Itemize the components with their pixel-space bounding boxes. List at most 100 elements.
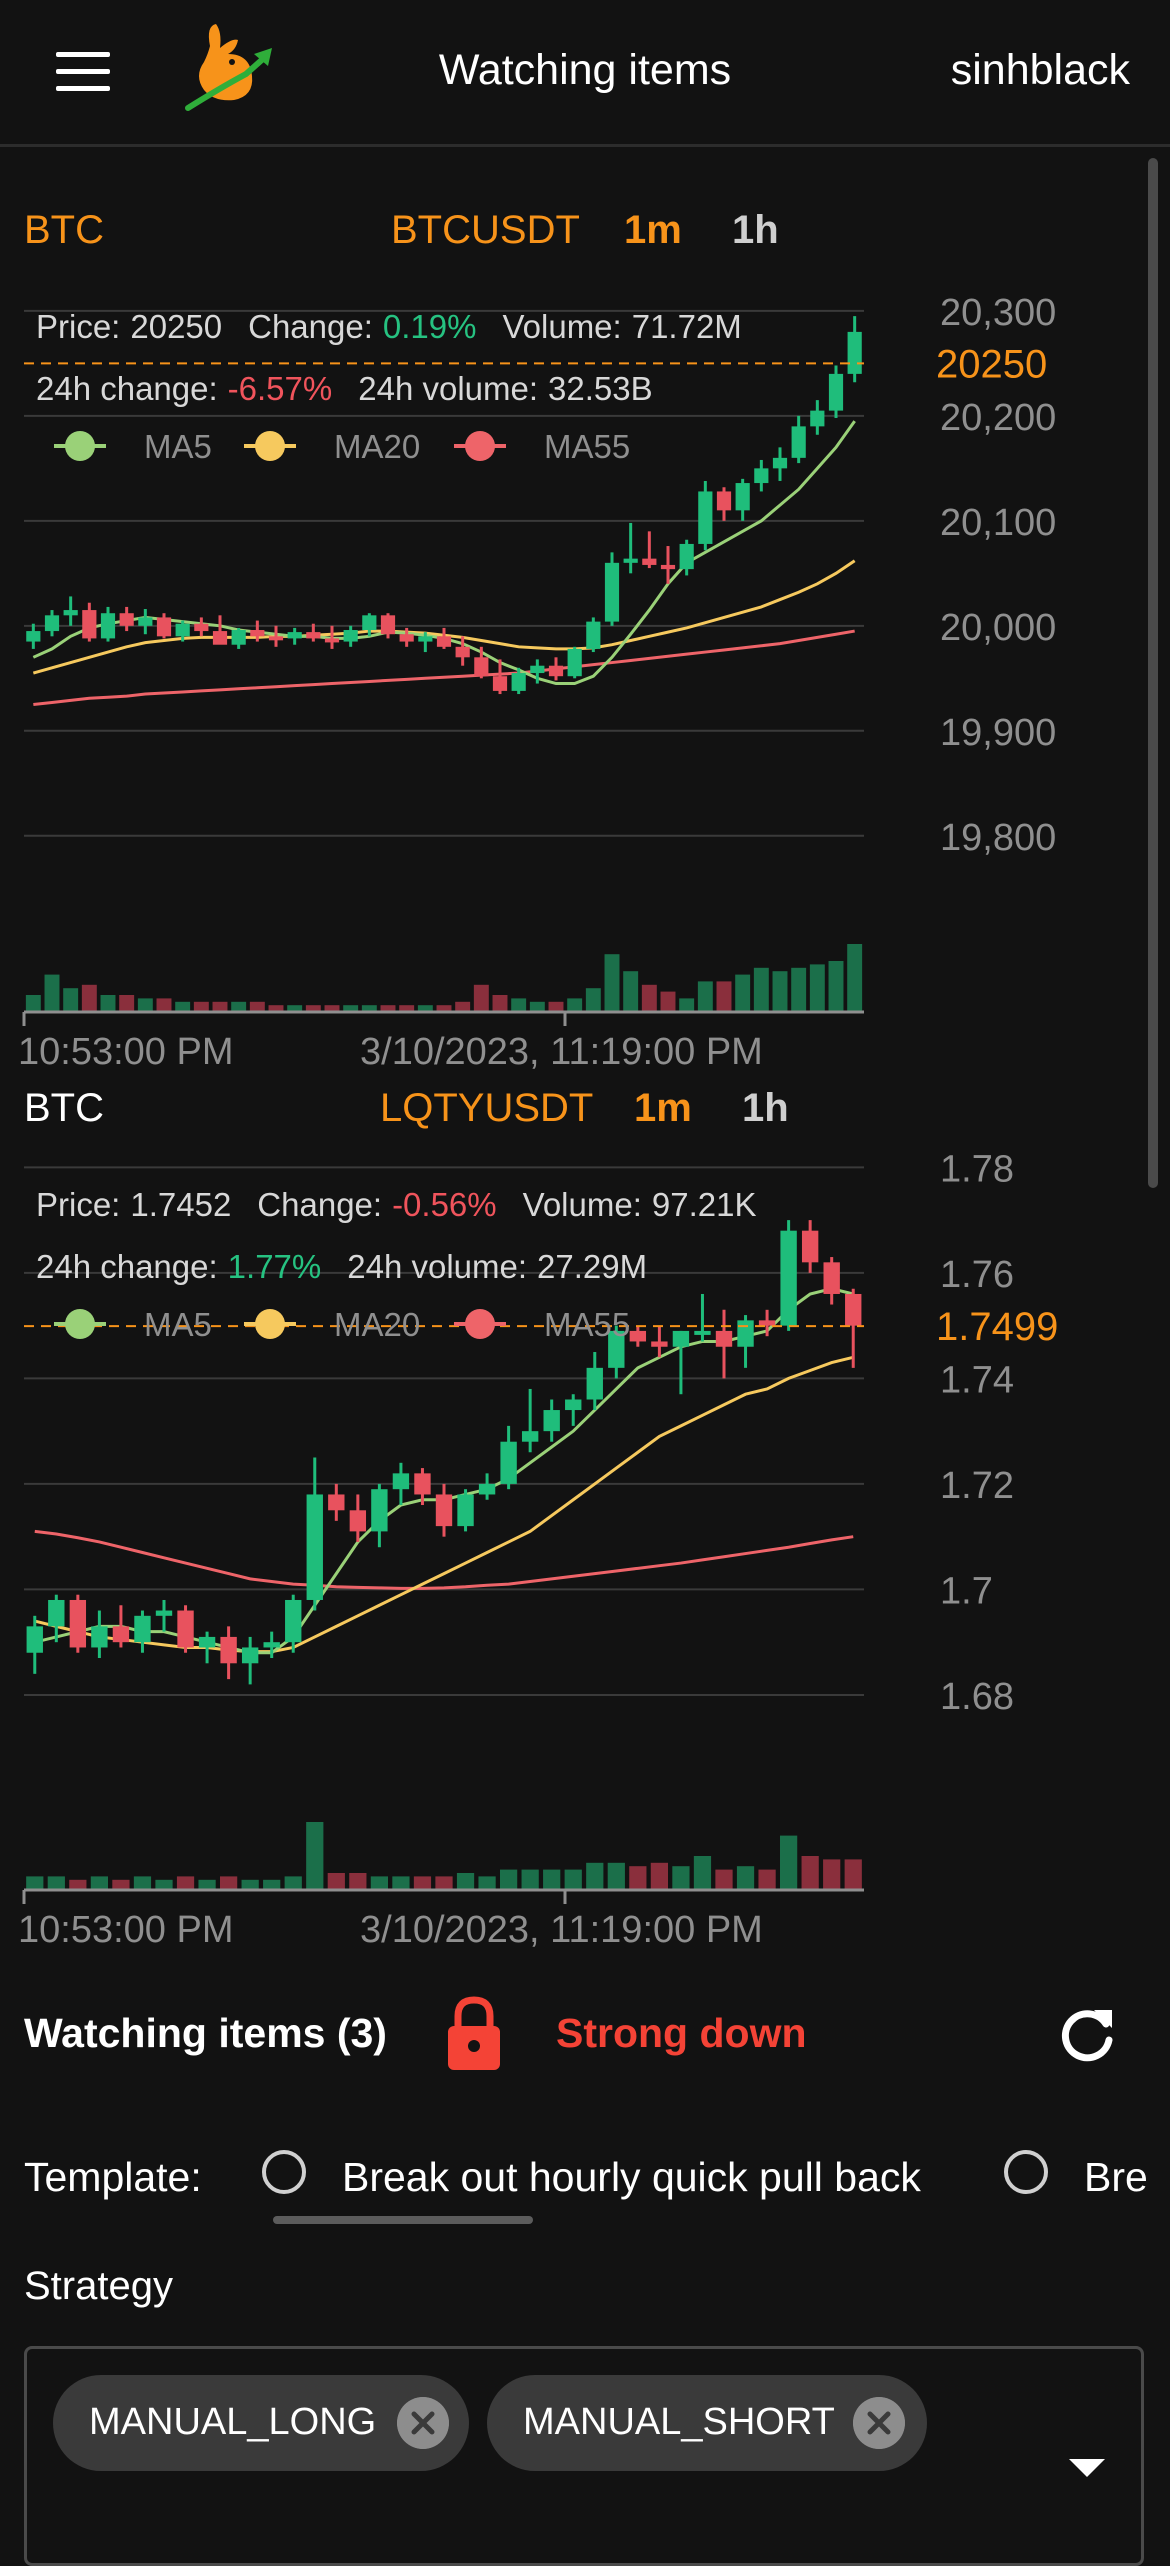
menu-icon[interactable] bbox=[56, 52, 110, 92]
volume-bar bbox=[586, 1862, 604, 1890]
volume-bar bbox=[435, 1876, 453, 1890]
candle-body bbox=[63, 610, 78, 616]
candle-body bbox=[810, 410, 825, 427]
lock-icon[interactable] bbox=[444, 1994, 504, 2074]
volume-bar bbox=[548, 1001, 564, 1012]
template-radio-0[interactable] bbox=[262, 2150, 306, 2194]
volume-bar bbox=[370, 1876, 388, 1890]
candlestick-chart-btcusdt[interactable]: 19,800 19,900 20,000 20,100 20,200 20,300 2025… bbox=[0, 284, 1170, 1084]
timeframe-1m[interactable]: 1m bbox=[634, 1086, 692, 1130]
candle-body bbox=[362, 615, 377, 631]
candle-body bbox=[177, 1610, 194, 1648]
day-volume-label: 24h volume: bbox=[347, 1248, 527, 1285]
template-scrollbar[interactable] bbox=[273, 2216, 533, 2224]
volume-bar bbox=[672, 1866, 690, 1890]
candle-body bbox=[478, 1483, 496, 1495]
candle-body bbox=[26, 1626, 43, 1653]
legend-label: MA5 bbox=[144, 1306, 212, 1343]
volume-bar bbox=[175, 1001, 191, 1012]
volume-bar bbox=[287, 1005, 303, 1012]
page-scrollbar[interactable] bbox=[1148, 158, 1158, 1188]
volume-bar bbox=[607, 1862, 625, 1890]
candle-body bbox=[492, 676, 508, 691]
ma55-line bbox=[33, 629, 855, 707]
y-tick-label: 1.7 bbox=[940, 1570, 993, 1612]
day-volume-value: 27.29M bbox=[537, 1248, 647, 1285]
current-price-tag: 1.7499 bbox=[936, 1305, 1058, 1349]
volume-bar bbox=[156, 998, 172, 1012]
volume-bar bbox=[521, 1869, 539, 1890]
candle-body bbox=[220, 1636, 237, 1664]
candle-body bbox=[474, 657, 489, 677]
volume-bar bbox=[679, 998, 695, 1012]
volume-bar bbox=[69, 1879, 87, 1890]
volume-bar bbox=[133, 1876, 152, 1890]
day-volume-label: 24h volume: bbox=[358, 370, 538, 407]
user-name[interactable]: sinhblack bbox=[950, 46, 1130, 94]
volume-bar bbox=[716, 981, 732, 1012]
timeframe-1h[interactable]: 1h bbox=[732, 208, 779, 252]
legend-marker bbox=[255, 1309, 285, 1339]
page-title: Watching items bbox=[438, 46, 732, 94]
volume-bar bbox=[324, 1005, 340, 1012]
legend-marker bbox=[255, 431, 285, 461]
volume-bar bbox=[455, 1001, 471, 1012]
timeframe-1m[interactable]: 1m bbox=[624, 208, 682, 252]
x-tick-label: 10:53:00 PM bbox=[18, 1909, 233, 1951]
candle-body bbox=[828, 373, 844, 411]
chip-remove-icon[interactable] bbox=[397, 2397, 449, 2449]
template-radio-1[interactable] bbox=[1004, 2150, 1048, 2194]
refresh-icon[interactable] bbox=[1054, 2002, 1120, 2068]
chart-header-btcusdt: BTC BTCUSDT 1m 1h bbox=[0, 208, 1170, 268]
volume-bar bbox=[567, 998, 583, 1012]
timeframe-1h[interactable]: 1h bbox=[742, 1086, 789, 1130]
pair-label: BTCUSDT bbox=[391, 208, 580, 252]
volume-bar bbox=[529, 1001, 545, 1012]
y-tick-label: 1.74 bbox=[940, 1359, 1014, 1401]
volume-bar bbox=[456, 1873, 475, 1890]
strategy-select[interactable]: MANUAL_LONG MANUAL_SHORT bbox=[24, 2346, 1144, 2566]
volume-bar bbox=[650, 1862, 668, 1890]
candle-body bbox=[268, 636, 284, 641]
volume-bar bbox=[81, 984, 97, 1012]
volume-bar bbox=[284, 1876, 302, 1890]
candle-body bbox=[392, 1473, 410, 1490]
dropdown-arrow-icon[interactable] bbox=[1069, 2459, 1105, 2477]
volume-bar bbox=[63, 988, 79, 1012]
candle-body bbox=[801, 1230, 819, 1263]
ma20-line bbox=[32, 559, 856, 675]
chip-remove-icon[interactable] bbox=[853, 2397, 905, 2449]
candle-body bbox=[212, 631, 228, 645]
candle-body bbox=[586, 621, 601, 649]
strategy-chip-manual-long: MANUAL_LONG bbox=[53, 2375, 469, 2471]
template-option-0[interactable]: Break out hourly quick pull back bbox=[342, 2154, 921, 2200]
volume-bar bbox=[693, 1856, 712, 1890]
candle-body bbox=[194, 623, 209, 632]
y-tick-label: 1.78 bbox=[940, 1148, 1014, 1190]
candlestick-chart-lqtyusdt[interactable]: 1.68 1.7 1.72 1.74 1.76 1.78 1.7499 10:53:00 PM… bbox=[0, 1148, 1170, 1962]
strategy-label: Strategy bbox=[24, 2264, 173, 2308]
candle-body bbox=[791, 426, 806, 458]
chart-header-lqtyusdt: BTC LQTYUSDT 1m 1h bbox=[0, 1086, 1170, 1146]
candle-body bbox=[418, 636, 433, 642]
y-tick-label: 20,100 bbox=[940, 502, 1056, 544]
candle-body bbox=[82, 610, 97, 639]
candle-body bbox=[567, 648, 582, 677]
volume-bar bbox=[380, 1005, 396, 1012]
candle-body bbox=[436, 636, 452, 647]
candle-body bbox=[306, 632, 321, 639]
candle-body bbox=[371, 1489, 388, 1532]
candle-body bbox=[548, 665, 564, 677]
candle-body bbox=[48, 1599, 65, 1627]
template-selector: Template: Break out hourly quick pull ba… bbox=[0, 2140, 1170, 2240]
volume-bar bbox=[399, 1005, 415, 1012]
volume-bar bbox=[641, 984, 657, 1012]
volume-bar bbox=[585, 988, 601, 1012]
candle-body bbox=[530, 665, 545, 674]
volume-bar bbox=[112, 1879, 130, 1890]
volume-bar bbox=[629, 1866, 647, 1890]
price-info-line: Price: 20250 Change: 0.19% Volume: 71.72M bbox=[36, 308, 742, 345]
template-option-1[interactable]: Bre bbox=[1084, 2154, 1148, 2200]
candle-body bbox=[780, 1230, 797, 1326]
volume-bar bbox=[212, 1001, 228, 1012]
